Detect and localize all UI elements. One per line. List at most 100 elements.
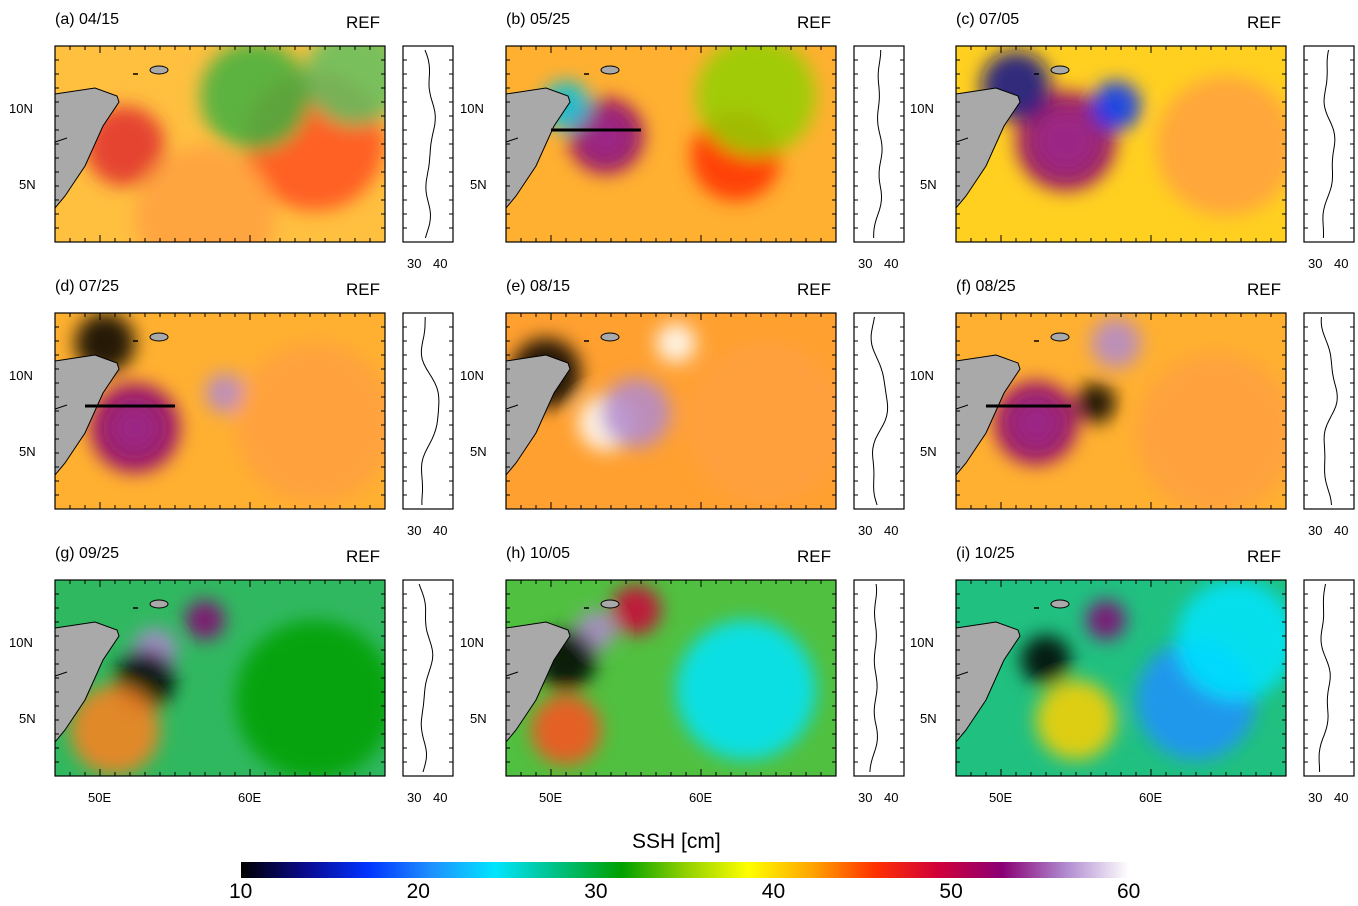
socotra-island bbox=[600, 332, 620, 342]
panel-title: (d) 07/25 bbox=[55, 278, 120, 295]
profile-tick-label: 30 bbox=[858, 256, 873, 271]
panel-title: (h) 10/05 bbox=[506, 545, 571, 562]
field-blobs bbox=[994, 318, 1286, 509]
profile-frame bbox=[1303, 45, 1355, 243]
field-blobs bbox=[531, 585, 816, 765]
socotra-island bbox=[1050, 599, 1070, 609]
y-tick-label: 10N bbox=[460, 368, 484, 383]
profile-frame bbox=[1303, 312, 1355, 510]
panel-ref-label: REF bbox=[1247, 547, 1281, 566]
coast-detail bbox=[55, 671, 68, 677]
y-tick-label: 10N bbox=[9, 101, 33, 116]
ssh-blob bbox=[235, 620, 385, 776]
ssh-field bbox=[55, 580, 385, 776]
ssh-blob bbox=[1156, 76, 1286, 216]
panel-ref-label: REF bbox=[346, 280, 380, 299]
profile-curve bbox=[1322, 49, 1336, 239]
y-tick-label: 5N bbox=[920, 711, 937, 726]
profile-frame bbox=[402, 312, 454, 510]
panel bbox=[505, 579, 905, 777]
ssh-blob bbox=[1091, 81, 1141, 131]
y-tick-label: 5N bbox=[19, 711, 36, 726]
coast-detail bbox=[956, 404, 969, 410]
coast-detail bbox=[55, 137, 68, 143]
colorbar-tick-label: 50 bbox=[939, 880, 963, 903]
ssh-blob bbox=[1016, 91, 1116, 191]
profile-frame bbox=[853, 579, 905, 777]
profile-tick-label: 40 bbox=[884, 256, 899, 271]
profile-tick-label: 30 bbox=[1308, 523, 1323, 538]
y-tick-label: 5N bbox=[920, 177, 937, 192]
y-tick-label: 10N bbox=[910, 368, 934, 383]
ssh-blob bbox=[1076, 383, 1116, 423]
panel-ref-label: REF bbox=[797, 13, 831, 32]
y-tick-label: 10N bbox=[910, 635, 934, 650]
profile-tick-label: 30 bbox=[407, 523, 422, 538]
x-tick-label: 60E bbox=[689, 790, 713, 805]
socotra-island bbox=[1050, 65, 1070, 75]
x-tick-label: 60E bbox=[238, 790, 262, 805]
panel bbox=[54, 312, 454, 510]
panel-ref-label: REF bbox=[346, 13, 380, 32]
land-mass bbox=[956, 621, 1021, 743]
land-mass bbox=[506, 354, 571, 476]
ssh-blob bbox=[611, 585, 661, 635]
ssh-field bbox=[506, 313, 836, 509]
panel-ref-label: REF bbox=[797, 547, 831, 566]
panel bbox=[955, 312, 1355, 510]
profile-frame bbox=[853, 45, 905, 243]
panel bbox=[505, 312, 905, 510]
profile-tick-label: 40 bbox=[884, 790, 899, 805]
profile-curve bbox=[873, 49, 883, 239]
land-mass bbox=[956, 354, 1021, 476]
ssh-field bbox=[506, 580, 836, 776]
coast-detail bbox=[956, 671, 969, 677]
profile-curve bbox=[420, 316, 440, 505]
ssh-blob bbox=[85, 106, 165, 186]
ssh-blob bbox=[656, 323, 696, 363]
land-mass bbox=[506, 87, 571, 209]
y-tick-label: 10N bbox=[910, 101, 934, 116]
y-tick-label: 5N bbox=[470, 177, 487, 192]
profile-tick-label: 30 bbox=[858, 790, 873, 805]
profile-curve bbox=[418, 583, 434, 773]
ssh-blob bbox=[676, 620, 816, 760]
profile-frame bbox=[402, 579, 454, 777]
y-tick-label: 10N bbox=[9, 368, 33, 383]
panel-title: (i) 10/25 bbox=[956, 545, 1015, 562]
land-mass bbox=[506, 621, 571, 743]
profile-tick-label: 40 bbox=[433, 256, 448, 271]
panel bbox=[54, 579, 454, 777]
panel-ref-label: REF bbox=[1247, 13, 1281, 32]
profile-curve bbox=[1320, 316, 1338, 506]
profile-frame bbox=[1303, 579, 1355, 777]
x-tick-label: 50E bbox=[989, 790, 1013, 805]
ssh-field bbox=[956, 313, 1286, 509]
y-tick-label: 10N bbox=[460, 635, 484, 650]
field-blobs bbox=[1021, 580, 1286, 760]
panel-title: (e) 08/15 bbox=[506, 278, 571, 295]
panel-ref-label: REF bbox=[346, 547, 380, 566]
profile-tick-label: 30 bbox=[407, 256, 422, 271]
colorbar-title: SSH [cm] bbox=[632, 830, 721, 853]
profile-tick-label: 30 bbox=[1308, 256, 1323, 271]
panel-title: (b) 05/25 bbox=[506, 11, 571, 28]
profile-tick-label: 40 bbox=[1334, 523, 1349, 538]
socotra-island bbox=[149, 65, 169, 75]
colorbar-tick-label: 10 bbox=[229, 880, 253, 903]
profile-tick-label: 40 bbox=[884, 523, 899, 538]
profile-curve bbox=[424, 49, 436, 239]
coast-detail bbox=[55, 404, 68, 410]
panel-title: (g) 09/25 bbox=[55, 545, 120, 562]
y-tick-label: 5N bbox=[470, 711, 487, 726]
coast-detail bbox=[506, 404, 519, 410]
socotra-island bbox=[600, 65, 620, 75]
ssh-field bbox=[956, 580, 1286, 776]
profile-tick-label: 40 bbox=[1334, 790, 1349, 805]
panel-title: (c) 07/05 bbox=[956, 11, 1020, 28]
colorbar-tick-label: 60 bbox=[1117, 880, 1141, 903]
colorbar bbox=[241, 862, 1129, 878]
field-blobs bbox=[85, 46, 385, 242]
socotra-island bbox=[1050, 332, 1070, 342]
